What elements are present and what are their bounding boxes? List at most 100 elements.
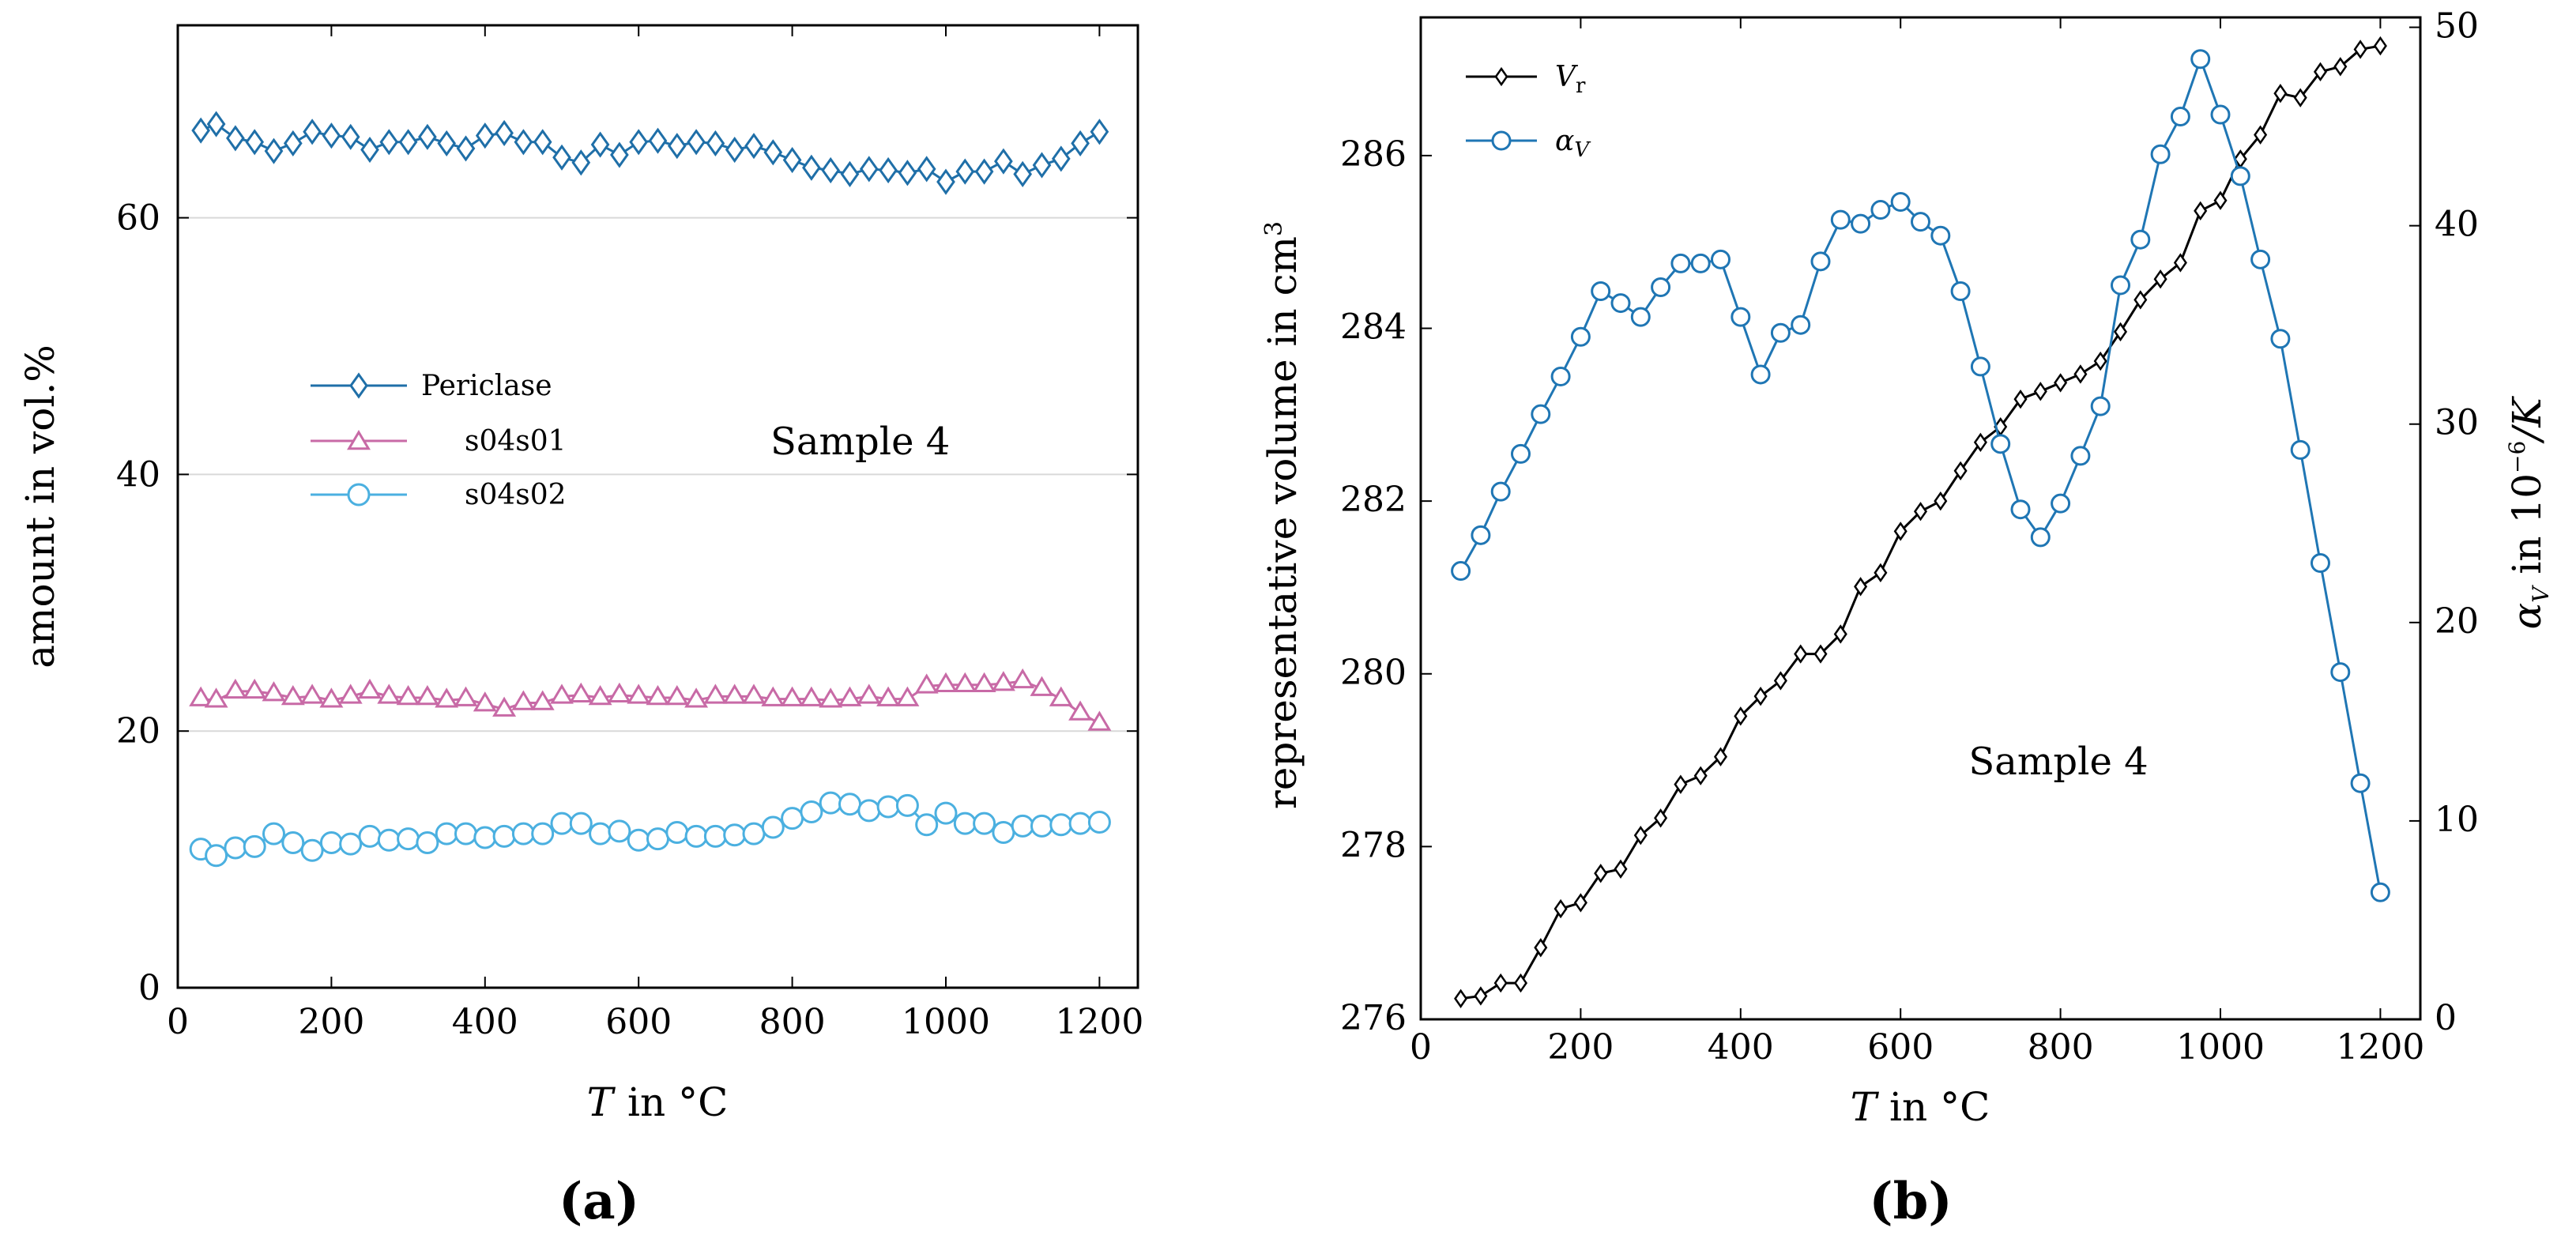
data-point [1750,364,1771,385]
y-left-tick-label: 286 [1340,134,1407,175]
data-point [1734,706,1748,726]
data-point [629,129,649,156]
chart-b-left-axis-text: representative volume in cm [1260,236,1305,809]
series-vr [1454,36,2387,1008]
chart-a-y-axis-label: amount in vol.% [17,345,63,668]
data-point [1651,277,1671,297]
data-point [264,137,284,164]
data-point [569,682,593,703]
data-point [2113,322,2128,342]
data-point [1454,989,1468,1008]
chart-a-ticks: 0 200 400 600 800 1000 1200 0 20 40 60 [116,25,1143,1042]
data-point [1049,813,1073,837]
data-point [1713,747,1728,766]
legend-marker-periclase [349,372,368,399]
chart-a-plot-area [189,111,1112,868]
legend-label-alpha-main: α [1555,125,1574,157]
x-tick-label: 200 [1547,1027,1614,1068]
data-point [610,141,629,168]
data-point [2313,62,2328,82]
chart-a-annotation: Sample 4 [770,420,950,464]
data-point [398,129,418,156]
y-left-tick-label: 276 [1340,998,1407,1038]
data-point [2330,662,2351,683]
chart-b-left-axis-sup: 3 [1260,221,1288,236]
data-point [840,160,860,187]
data-point [1493,973,1508,993]
data-point [435,822,458,845]
data-point [1753,686,1768,706]
data-point [2190,49,2211,70]
series-alpha-v [1451,49,2390,902]
data-point [1633,825,1648,845]
data-point [895,686,920,706]
data-point [1087,710,1112,731]
chart-a-legend: Periclase s04s01 s04s02 [311,370,567,511]
data-point [722,683,747,704]
legend-marker-vr [1494,66,1508,87]
data-point [781,807,804,830]
chart-b-right-axis-rest: in 10 [2504,473,2550,587]
data-point [588,685,612,706]
data-point [953,672,977,693]
chart-b-frame [1419,16,2422,1021]
data-point [819,791,842,815]
data-point [552,144,571,171]
x-tick-label: 1200 [2336,1027,2424,1068]
data-point [415,685,439,706]
data-point [1068,812,1092,835]
data-point [550,683,574,704]
data-point [857,683,881,704]
data-point [223,678,247,699]
data-point [665,685,689,706]
data-point [243,678,267,699]
y-left-tick-label: 282 [1340,480,1407,520]
data-point [492,824,516,848]
chart-a-frame [176,24,1139,989]
y-left-tick-label: 278 [1340,825,1407,865]
chart-a-x-axis-unit: in °C [627,1079,728,1125]
data-point [473,691,497,712]
data-point [303,119,322,145]
data-point [2273,84,2288,104]
data-point [437,130,457,156]
x-tick-label: 200 [298,1002,364,1042]
data-point [1731,307,1751,327]
data-point [1032,152,1052,179]
y-left-tick-label: 280 [1340,653,1407,693]
chart-b-x-axis-unit: in °C [1889,1084,1990,1130]
data-point [684,687,709,708]
data-point [802,154,821,181]
data-point [608,819,631,843]
x-tick-label: 400 [452,1002,518,1042]
data-point [339,832,363,856]
data-point [533,129,552,156]
data-point [725,136,744,164]
legend-label-vr: Vr [1555,61,1586,98]
data-point [2210,104,2231,125]
data-point [338,683,363,704]
data-point [1934,491,1948,511]
data-point [1490,481,1511,502]
data-point [377,683,401,704]
data-point [300,838,324,862]
data-point [341,123,360,150]
data-point [780,686,804,706]
data-point [377,828,401,852]
chart-b-annotation: Sample 4 [1968,740,2148,784]
data-point [1674,774,1688,794]
y-left-tick-label: 284 [1340,307,1407,348]
data-point [2370,882,2390,902]
data-point [706,130,725,156]
data-point [876,686,901,706]
x-tick-label: 600 [1867,1027,1934,1068]
data-point [590,131,610,158]
data-point [2010,499,2031,520]
data-point [418,123,437,150]
data-point [1990,434,2011,454]
chart-a-x-axis-symbol: T [587,1079,616,1125]
data-point [589,822,612,845]
data-point [838,793,861,816]
